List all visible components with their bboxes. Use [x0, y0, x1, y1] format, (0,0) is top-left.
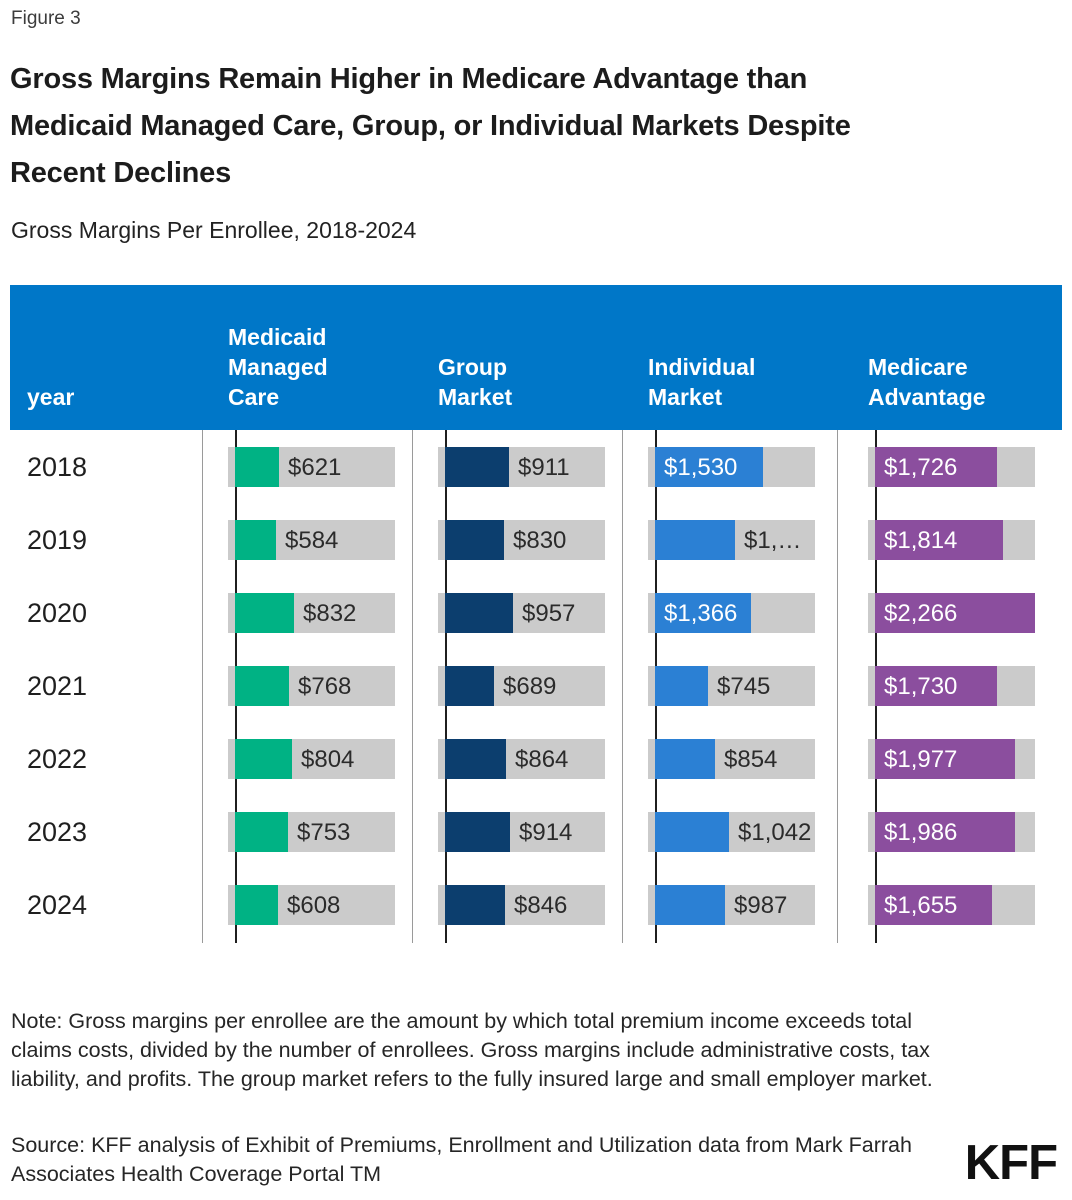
bar-medicare-advantage	[875, 666, 997, 706]
bar-group-market	[445, 593, 513, 633]
bar-value-label: $1,730	[884, 673, 958, 700]
bar-medicaid-managed-care	[235, 739, 292, 779]
bar-individual-market	[655, 520, 735, 560]
bar-group-market	[445, 666, 494, 706]
bar-value-label: $2,266	[884, 600, 958, 627]
bar-value-label: $832	[303, 600, 357, 627]
bar-medicaid-managed-care	[235, 666, 289, 706]
year-label: 2020	[27, 598, 88, 628]
header-medicare-advantage: Medicare Advantage	[868, 354, 986, 410]
bar-medicare-advantage	[875, 447, 997, 487]
bar-value-label: $957	[522, 600, 576, 627]
header-individual-market: Individual Market	[648, 354, 756, 410]
bar-group-market	[445, 447, 509, 487]
bar-group-market	[445, 812, 510, 852]
bar-value-label: $1,986	[884, 819, 958, 846]
year-label: 2018	[27, 452, 88, 482]
bar-medicaid-managed-care	[235, 520, 276, 560]
bar-value-label: $846	[514, 892, 568, 919]
bar-value-label: $987	[734, 892, 788, 919]
bar-value-label: $1,655	[884, 892, 958, 919]
header-group-market: Group Market	[438, 354, 513, 410]
column-separator-line	[837, 430, 838, 943]
column-separator-line	[622, 430, 623, 943]
header-year: year	[27, 384, 75, 410]
bar-value-label: $768	[298, 673, 352, 700]
bar-value-label: $1,726	[884, 454, 958, 481]
bar-group-market	[445, 520, 504, 560]
bar-medicare-advantage	[875, 739, 1015, 779]
bar-value-label: $1,042	[738, 819, 812, 846]
bar-value-label: $753	[297, 819, 351, 846]
column-separator-line	[412, 430, 413, 943]
year-label: 2021	[27, 671, 88, 701]
year-label: 2022	[27, 744, 88, 774]
bar-group-market	[445, 739, 506, 779]
source-text: Source: KFF analysis of Exhibit of Premi…	[11, 1133, 912, 1186]
bar-medicare-advantage	[875, 520, 1003, 560]
bar-value-label: $1,814	[884, 527, 958, 554]
bar-medicaid-managed-care	[235, 593, 294, 633]
bar-group-market	[445, 885, 505, 925]
year-label: 2024	[27, 890, 88, 920]
bar-medicare-advantage	[875, 885, 992, 925]
kff-logo: KFF	[964, 1136, 1058, 1190]
note-text: Note: Gross margins per enrollee are the…	[11, 1009, 933, 1091]
column-separator-line	[202, 430, 203, 943]
bar-medicaid-managed-care	[235, 812, 288, 852]
bar-value-label: $1,977	[884, 746, 958, 773]
bar-value-label: $911	[518, 454, 570, 481]
bar-medicare-advantage	[875, 812, 1015, 852]
bar-individual-market	[655, 593, 751, 633]
bar-value-label: $621	[288, 454, 342, 481]
bar-value-label: $914	[519, 819, 573, 846]
bar-medicaid-managed-care	[235, 447, 279, 487]
bar-value-label: $854	[724, 746, 778, 773]
table-header: year Medicaid Managed Care Group Market …	[10, 285, 1062, 430]
bar-value-label: $1,366	[664, 600, 738, 627]
bar-value-label: $608	[287, 892, 341, 919]
bar-value-label: $804	[301, 746, 355, 773]
bar-value-label: $745	[717, 673, 771, 700]
bar-individual-market	[655, 447, 763, 487]
bar-individual-market	[655, 812, 729, 852]
bar-value-label: $1,530	[664, 454, 738, 481]
bar-value-label: $584	[285, 527, 339, 554]
bar-individual-market	[655, 739, 715, 779]
bar-medicaid-managed-care	[235, 885, 278, 925]
bar-individual-market	[655, 885, 725, 925]
bar-value-label: $1,…	[744, 527, 802, 554]
year-label: 2019	[27, 525, 88, 555]
table-rows: 2018 $621 $911 $1,530 $1,726 2019 $584 $830 $1,……	[0, 430, 1072, 943]
header-medicaid-managed-care: Medicaid Managed Care	[228, 324, 328, 410]
bar-value-label: $689	[503, 673, 557, 700]
chart-subtitle: Gross Margins Per Enrollee, 2018-2024	[11, 217, 417, 243]
year-label: 2023	[27, 817, 88, 847]
bar-value-label: $864	[515, 746, 569, 773]
figure-number: Figure 3	[11, 8, 81, 29]
bar-medicare-advantage	[875, 593, 1035, 633]
bar-value-label: $830	[513, 527, 567, 554]
chart-title: Gross Margins Remain Higher in Medicare …	[10, 63, 851, 189]
bar-individual-market	[655, 666, 708, 706]
